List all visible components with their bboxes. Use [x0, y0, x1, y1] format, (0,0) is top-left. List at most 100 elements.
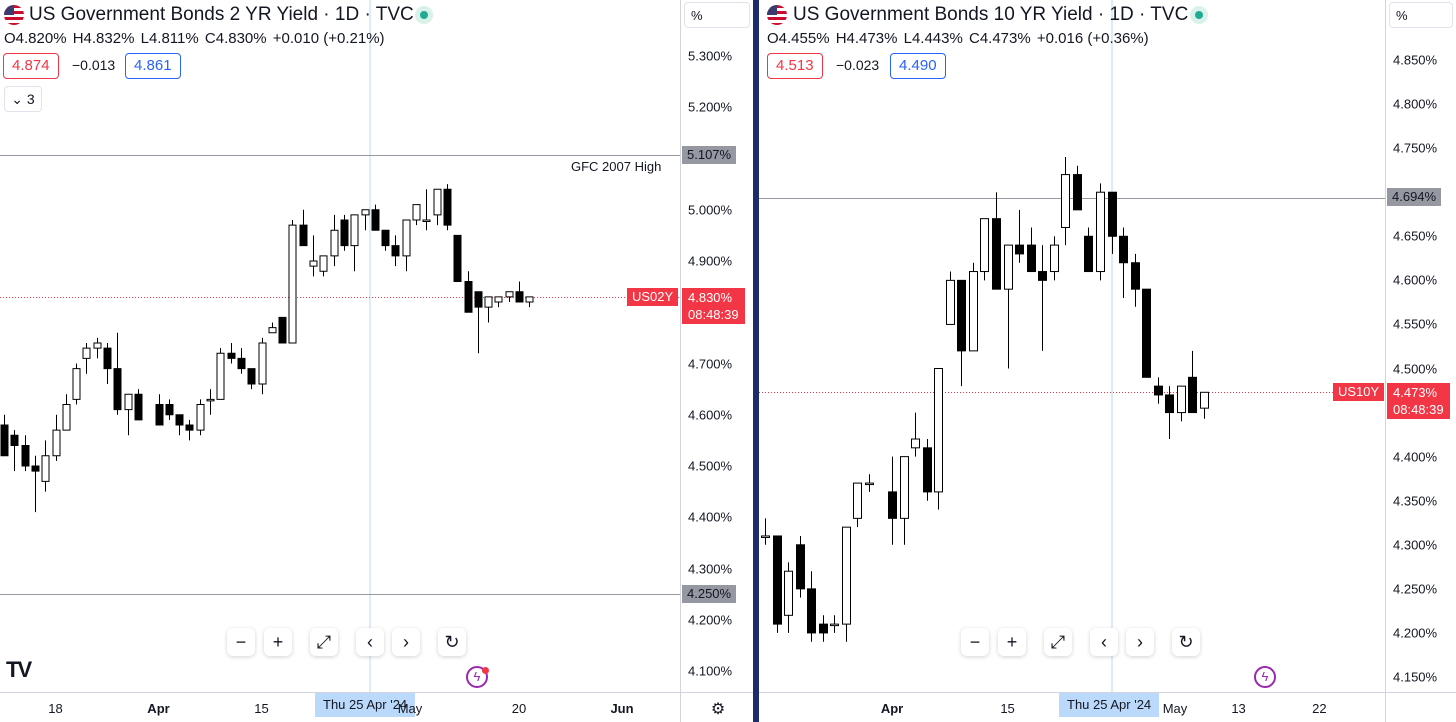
candle[interactable] [853, 482, 862, 528]
candle[interactable] [433, 188, 442, 226]
candle[interactable] [391, 235, 400, 267]
candle[interactable] [155, 394, 164, 426]
candle[interactable] [865, 474, 874, 492]
zoom-in-button[interactable]: + [998, 628, 1026, 656]
flash-icon[interactable]: ϟ [466, 666, 488, 688]
candle[interactable] [10, 430, 19, 472]
gear-icon[interactable]: ⚙ [710, 701, 726, 718]
candle[interactable] [134, 389, 143, 421]
candle[interactable] [412, 204, 421, 226]
candle[interactable] [72, 363, 81, 405]
candle[interactable] [247, 368, 256, 390]
candle[interactable] [443, 184, 452, 231]
candle[interactable] [784, 562, 793, 633]
candle[interactable] [206, 389, 215, 415]
candle[interactable] [773, 535, 782, 633]
candle[interactable] [278, 316, 287, 344]
candle[interactable] [934, 368, 943, 510]
candle[interactable] [103, 343, 112, 384]
candle[interactable] [515, 281, 524, 303]
candle[interactable] [41, 440, 50, 492]
candle[interactable] [923, 439, 932, 501]
candle[interactable] [1165, 386, 1174, 440]
sell-price-box[interactable]: 4.874 [3, 53, 59, 79]
candle[interactable] [807, 571, 816, 642]
scroll-left-button[interactable]: ‹ [356, 628, 384, 656]
candle[interactable] [113, 332, 122, 415]
zoom-out-button[interactable]: − [961, 628, 989, 656]
candle[interactable] [484, 296, 493, 323]
chart-title[interactable]: US Government Bonds 10 YR Yield · 1D · T… [793, 4, 1189, 25]
candle[interactable] [453, 234, 462, 282]
candle[interactable] [1038, 245, 1047, 351]
zoom-out-button[interactable]: − [227, 628, 255, 656]
candle[interactable] [474, 291, 483, 354]
candle[interactable] [525, 296, 534, 308]
candle[interactable] [1108, 191, 1117, 254]
candle[interactable] [185, 419, 194, 441]
candle[interactable] [52, 414, 61, 461]
candle[interactable] [1027, 227, 1036, 273]
candle[interactable] [1200, 391, 1209, 419]
candle[interactable] [371, 204, 380, 231]
scroll-right-button[interactable]: › [1126, 628, 1154, 656]
candle[interactable] [888, 456, 897, 545]
candle[interactable] [62, 394, 71, 431]
candle[interactable] [1073, 165, 1082, 211]
candle[interactable] [1119, 227, 1128, 298]
candle[interactable] [842, 526, 851, 642]
candle[interactable] [258, 337, 267, 395]
candle[interactable] [361, 209, 370, 231]
candle[interactable] [957, 279, 966, 387]
tradingview-logo[interactable]: TV [6, 657, 32, 682]
candle[interactable] [1154, 377, 1163, 404]
candle[interactable] [796, 535, 805, 598]
candle[interactable] [1188, 350, 1197, 414]
unit-selector[interactable]: % [1389, 2, 1453, 28]
candle[interactable] [237, 348, 246, 374]
panel-divider[interactable] [753, 0, 759, 722]
candle[interactable] [992, 192, 1001, 290]
candle[interactable] [830, 615, 839, 633]
candle[interactable] [82, 343, 91, 374]
indicators-collapse-button[interactable]: ⌄ 3 [4, 86, 42, 112]
sell-price-box[interactable]: 4.513 [767, 53, 823, 79]
candle[interactable] [309, 235, 318, 277]
candle[interactable] [819, 615, 828, 642]
candle[interactable] [1131, 253, 1140, 307]
candle[interactable] [124, 393, 133, 436]
candle[interactable] [1015, 209, 1024, 263]
chart-panel-10yr[interactable]: US Government Bonds 10 YR Yield · 1D · T… [759, 0, 1456, 722]
candle[interactable] [1004, 244, 1013, 369]
candle[interactable] [319, 255, 328, 277]
candle[interactable] [402, 219, 411, 272]
plot-area-10yr[interactable] [759, 0, 1456, 722]
candle[interactable] [464, 271, 473, 313]
candle[interactable] [946, 271, 955, 325]
candle[interactable] [1061, 156, 1070, 246]
candle[interactable] [1177, 385, 1186, 422]
reset-chart-button[interactable]: ↻ [1172, 628, 1200, 656]
unit-selector[interactable]: % [684, 2, 750, 28]
candle[interactable] [216, 348, 225, 400]
chart-title[interactable]: US Government Bonds 2 YR Yield · 1D · TV… [29, 4, 414, 25]
candle[interactable] [288, 220, 297, 344]
chart-panel-2yr[interactable]: US Government Bonds 2 YR Yield · 1D · TV… [0, 0, 753, 722]
scroll-right-button[interactable]: › [392, 628, 420, 656]
candle[interactable] [900, 456, 909, 545]
candle[interactable] [761, 518, 770, 545]
candle[interactable] [196, 399, 205, 436]
reset-chart-button[interactable]: ↻ [438, 628, 466, 656]
candle[interactable] [1084, 227, 1093, 273]
candle[interactable] [0, 414, 9, 457]
candle[interactable] [175, 414, 184, 436]
candle[interactable] [1096, 183, 1105, 281]
candle[interactable] [494, 296, 503, 308]
fullscreen-button[interactable]: ⤢ [1044, 628, 1072, 656]
candle[interactable] [969, 262, 978, 352]
candle[interactable] [268, 322, 277, 334]
candle[interactable] [299, 209, 308, 247]
candle[interactable] [227, 343, 236, 364]
candle[interactable] [21, 435, 30, 472]
flash-icon[interactable]: ϟ [1254, 666, 1276, 688]
